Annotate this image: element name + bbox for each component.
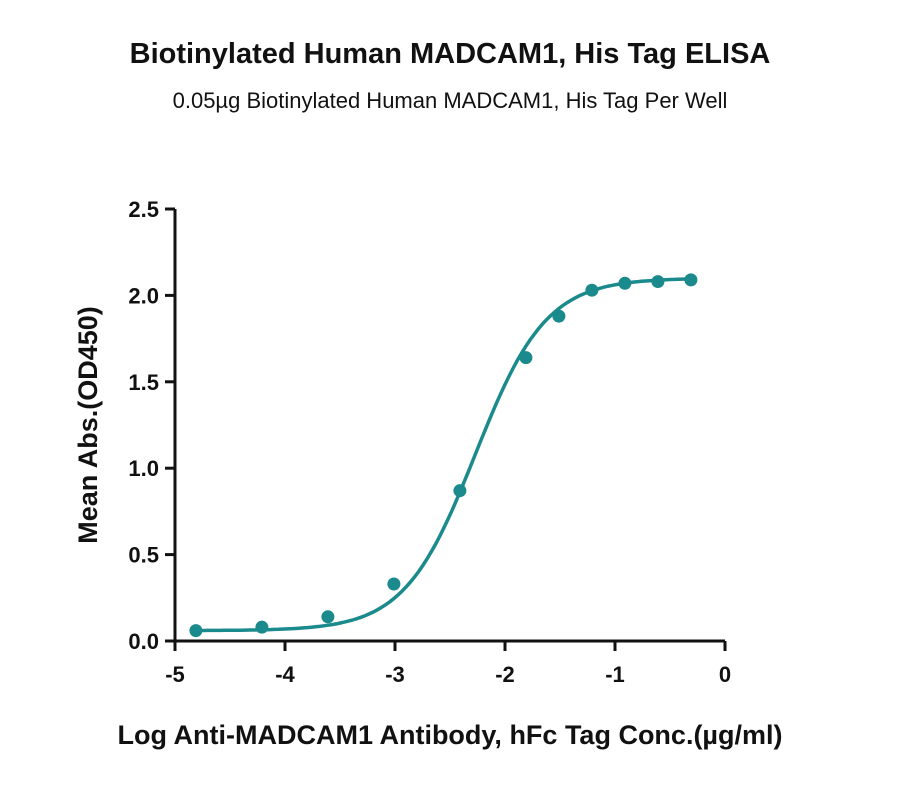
data-point — [552, 309, 566, 323]
data-point — [519, 351, 533, 365]
y-ticks: 0.0 0.5 1.0 1.5 2.0 2.5 — [128, 197, 175, 654]
x-tick-label: -4 — [275, 662, 295, 687]
data-point — [618, 276, 632, 290]
series-group — [189, 273, 698, 638]
y-tick-label: 1.0 — [128, 456, 159, 481]
data-point — [255, 620, 269, 634]
data-point — [387, 577, 401, 591]
y-axis-label: Mean Abs.(OD450) — [73, 306, 103, 544]
x-tick-label: -1 — [605, 662, 625, 687]
y-tick-label: 2.5 — [128, 197, 159, 222]
fit-curve — [195, 277, 691, 633]
x-tick-label: -2 — [495, 662, 515, 687]
data-point — [684, 273, 698, 287]
x-tick-label: -3 — [385, 662, 405, 687]
data-point — [321, 610, 335, 624]
y-tick-label: 0.0 — [128, 629, 159, 654]
data-point — [585, 283, 599, 297]
x-tick-label: -5 — [165, 662, 185, 687]
data-point — [453, 484, 467, 498]
chart-title: Biotinylated Human MADCAM1, His Tag ELIS… — [129, 38, 771, 70]
x-tick-label: 0 — [719, 662, 731, 687]
axes — [173, 209, 725, 643]
x-ticks: -5 -4 -3 -2 -1 0 — [165, 641, 731, 687]
data-point — [189, 624, 203, 638]
chart-subtitle: 0.05µg Biotinylated Human MADCAM1, His T… — [172, 88, 728, 113]
x-axis-label: Log Anti-MADCAM1 Antibody, hFc Tag Conc.… — [118, 720, 783, 750]
data-point — [651, 275, 665, 289]
y-tick-label: 2.0 — [128, 283, 159, 308]
y-tick-label: 0.5 — [128, 543, 159, 568]
y-tick-label: 1.5 — [128, 370, 159, 395]
